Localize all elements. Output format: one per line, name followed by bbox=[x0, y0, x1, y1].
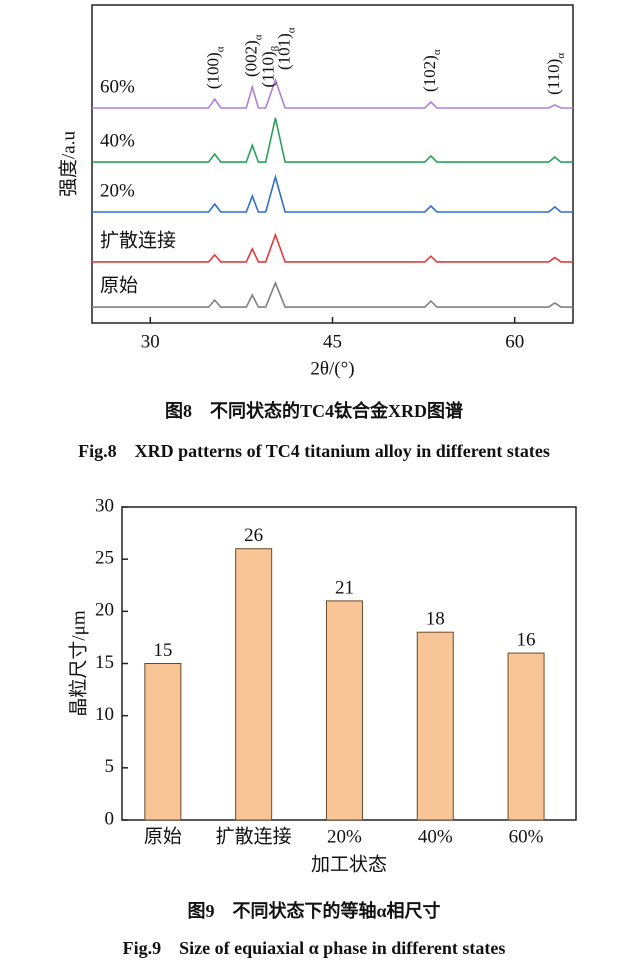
peak-phase: α bbox=[430, 49, 442, 55]
value-label: 18 bbox=[426, 609, 445, 630]
x-tick-label: 60 bbox=[505, 331, 524, 352]
peak-index: (100) bbox=[204, 52, 223, 89]
peak-label: (100)α bbox=[204, 46, 227, 89]
caption-cn: 图9 不同状态下的等轴α相尺寸 bbox=[187, 900, 440, 921]
y-tick-label: 0 bbox=[105, 808, 115, 829]
bar bbox=[507, 652, 545, 821]
xrd-line bbox=[92, 174, 573, 213]
peak-index: (110) bbox=[258, 51, 277, 87]
xrd-line bbox=[92, 280, 573, 308]
peak-label: (002)α bbox=[241, 34, 264, 77]
y-axis-label: 晶粒尺寸/μm bbox=[67, 610, 89, 716]
bar bbox=[144, 663, 182, 821]
caption-en: Fig.8 XRD patterns of TC4 titanium alloy… bbox=[78, 441, 550, 461]
peak-index: (101) bbox=[274, 33, 293, 70]
peak-phase: α bbox=[554, 53, 566, 59]
peak-index: (102) bbox=[420, 55, 439, 92]
caption-cn: 图8 不同状态的TC4钛合金XRD图谱 bbox=[165, 400, 463, 421]
value-label: 26 bbox=[244, 525, 263, 546]
series-label: 40% bbox=[100, 130, 135, 151]
x-tick-label: 原始 bbox=[144, 825, 182, 847]
caption-en: Fig.9 Size of equiaxial α phase in diffe… bbox=[123, 938, 506, 958]
xrd-line bbox=[92, 232, 573, 263]
peak-label: (110)β bbox=[258, 45, 281, 87]
x-tick-label: 60% bbox=[509, 826, 544, 847]
x-tick-label: 40% bbox=[418, 826, 453, 847]
bar bbox=[325, 600, 363, 821]
x-tick-label: 20% bbox=[327, 826, 362, 847]
x-axis-label: 2θ/(°) bbox=[310, 358, 354, 379]
value-label: 21 bbox=[335, 577, 354, 598]
y-axis-label: 强度/a.u bbox=[57, 131, 79, 197]
peak-label: (102)α bbox=[420, 49, 443, 92]
x-tick-label: 30 bbox=[141, 331, 160, 352]
xrd-line bbox=[92, 77, 573, 109]
peak-label: (110)α bbox=[544, 53, 567, 95]
x-tick-label: 扩散连接 bbox=[216, 825, 292, 847]
peak-phase: α bbox=[285, 27, 297, 33]
peak-phase: α bbox=[252, 34, 264, 40]
y-tick-label: 5 bbox=[105, 756, 115, 777]
value-label: 15 bbox=[153, 640, 172, 661]
bar bbox=[416, 631, 454, 821]
value-label: 16 bbox=[517, 629, 536, 650]
series-label: 20% bbox=[100, 180, 135, 201]
bar bbox=[235, 548, 273, 821]
x-tick-label: 45 bbox=[323, 331, 342, 352]
x-axis-label: 加工状态 bbox=[311, 853, 387, 875]
peak-label: (101)α bbox=[274, 27, 297, 70]
peak-phase: α bbox=[214, 46, 226, 52]
y-tick-label: 25 bbox=[95, 548, 114, 569]
y-tick-label: 30 bbox=[95, 495, 114, 516]
series-label: 扩散连接 bbox=[100, 229, 176, 251]
peak-index: (110) bbox=[544, 59, 563, 95]
y-tick-label: 20 bbox=[95, 600, 114, 621]
y-tick-label: 15 bbox=[95, 652, 114, 673]
series-label: 原始 bbox=[100, 274, 138, 296]
y-tick-label: 10 bbox=[95, 704, 114, 725]
xrd-line bbox=[92, 117, 573, 163]
series-label: 60% bbox=[100, 76, 135, 97]
plot-frame bbox=[91, 4, 574, 324]
peak-index: (002) bbox=[241, 40, 260, 77]
peak-phase: β bbox=[269, 45, 281, 51]
